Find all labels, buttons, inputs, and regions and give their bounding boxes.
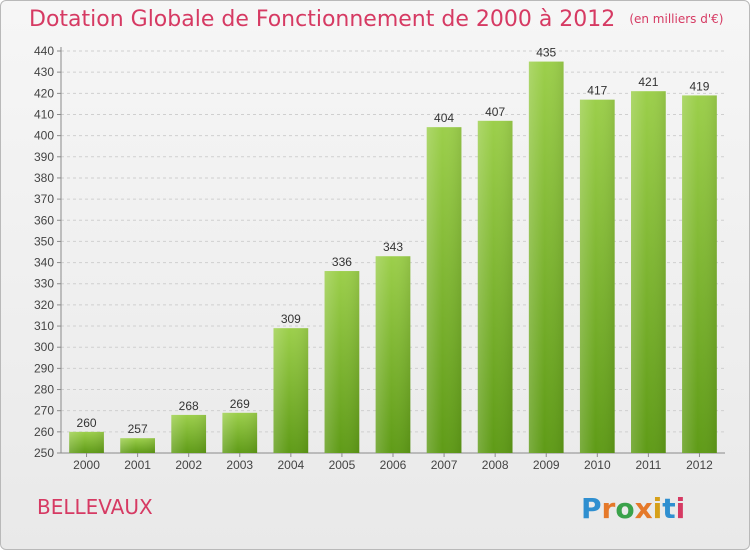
bar-shade-2001 [120,438,155,453]
data-label-2002: 268 [179,399,199,413]
logo-letter: o [615,492,634,525]
bar-shade-2000 [69,431,104,453]
y-tick-label: 280 [34,383,54,397]
x-tick-label-2010: 2010 [584,458,611,472]
x-tick-label-2011: 2011 [635,458,661,472]
data-label-2012: 419 [689,79,709,93]
data-label-2008: 407 [485,105,505,119]
y-tick-label: 410 [34,107,54,121]
data-label-2007: 404 [434,111,454,125]
y-tick-label: 430 [34,65,54,79]
y-tick-label: 320 [34,298,54,312]
y-tick-label: 290 [34,361,54,375]
y-tick-label: 330 [34,277,54,291]
data-label-2006: 343 [383,240,403,254]
axes: 250 260 270 280 290 300 310 320 330 340 350 360 370 3… [34,44,725,472]
logo-letter: x [635,492,653,525]
y-tick-label: 270 [34,404,54,418]
data-labels: 260 257 268 269 309 336 343 404 407 435 417 421 419 [77,46,710,437]
y-tick-label: 250 [34,446,54,460]
logo-letter: t [662,492,675,525]
logo-letter: i [676,492,686,525]
x-tick-label-2006: 2006 [380,458,407,472]
y-tick-label: 380 [34,171,54,185]
data-label-2011: 421 [638,75,658,89]
data-label-2000: 260 [77,416,97,430]
bar-shade-2005 [324,271,360,453]
x-tick-label-2001: 2001 [124,458,151,472]
y-tick-label: 400 [34,129,54,143]
x-tick-label-2007: 2007 [431,458,458,472]
proxiti-logo: Proxiti [581,492,685,525]
bar-shade-2011 [631,91,666,453]
bar-shade-2002 [171,414,207,453]
y-tick-label: 370 [34,192,54,206]
logo-letter: r [602,492,616,525]
data-label-2005: 336 [332,255,352,269]
x-tick-label-2004: 2004 [277,458,304,472]
y-tick-label: 350 [34,234,54,248]
bar-shade-2010 [579,99,615,454]
proxiti-logo-text: Proxiti [581,492,685,525]
bar-shade-2008 [477,120,513,454]
chart-unit: (en milliers d'€) [629,12,724,26]
y-tick-label: 310 [34,319,54,333]
y-tick-label: 340 [34,256,54,270]
y-tick-label: 260 [34,425,54,439]
data-label-2001: 257 [128,422,148,436]
bar-shade-2009 [528,61,564,453]
chart-title-text: Dotation Globale de Fonctionnement de 20… [29,7,616,32]
y-tick-label: 390 [34,150,54,164]
logo-letter: i [653,492,663,525]
y-tick-label: 300 [34,340,54,354]
x-tick-label-2009: 2009 [533,458,560,472]
x-tick-label-2005: 2005 [329,458,356,472]
x-tick-label-2003: 2003 [226,458,253,472]
bar-shade-2006 [375,256,411,453]
bar-shade-2003 [222,412,258,453]
logo-letter: P [581,492,602,525]
data-label-2004: 309 [281,312,301,326]
chart-title: Dotation Globale de Fonctionnement de 20… [29,7,723,32]
y-tick-label: 360 [34,213,54,227]
x-tick-label-2002: 2002 [175,458,202,472]
bar-shade-2007 [426,127,462,453]
x-tick-label-2008: 2008 [482,458,509,472]
bars [69,61,717,454]
data-label-2003: 269 [230,397,250,411]
data-label-2010: 417 [587,84,607,98]
bar-shade-2012 [682,95,717,453]
y-tick-label: 440 [34,44,54,58]
data-label-2009: 435 [536,46,556,60]
x-tick-label-2000: 2000 [73,458,100,472]
y-tick-label: 420 [34,86,54,100]
city-name: BELLEVAUX [37,495,153,519]
x-tick-label-2012: 2012 [686,458,713,472]
bar-shade-2004 [273,328,309,453]
